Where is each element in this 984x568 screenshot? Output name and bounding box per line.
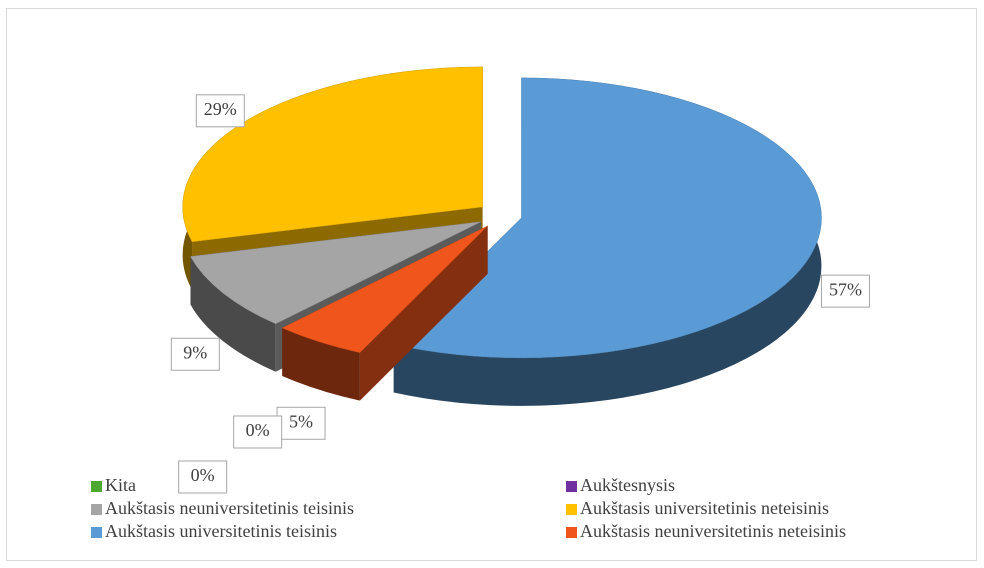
legend-label: Aukštesnysis — [580, 475, 675, 495]
legend-swatch — [91, 504, 102, 515]
legend-swatch — [91, 481, 102, 492]
slice-top — [182, 66, 483, 242]
legend-swatch — [566, 504, 577, 515]
data-label: 0% — [191, 465, 215, 485]
legend-label: Aukštasis neuniversitetinis teisinis — [105, 498, 354, 518]
pie-slice — [393, 77, 822, 406]
data-label: 5% — [289, 411, 313, 431]
slice-side — [393, 77, 822, 406]
data-label-box — [233, 415, 283, 449]
legend-label: Aukštasis universitetinis teisinis — [105, 521, 337, 541]
data-label: 0% — [246, 420, 270, 440]
data-label-box — [276, 406, 326, 440]
data-label-box — [170, 337, 220, 371]
data-label: 29% — [204, 99, 237, 119]
data-label-box — [195, 94, 245, 128]
data-label-box — [820, 274, 870, 308]
legend-swatch — [566, 527, 577, 538]
legend-swatch — [91, 527, 102, 538]
legend-label: Kita — [105, 475, 136, 495]
slice-top — [190, 221, 482, 325]
legend-label: Aukštasis neuniversitetinis neteisinis — [580, 521, 846, 541]
data-label: 57% — [829, 279, 862, 299]
slice-top — [281, 225, 488, 353]
legend-swatch — [566, 481, 577, 492]
slice-top — [393, 77, 822, 359]
slice-side — [190, 256, 276, 372]
slice-side — [282, 327, 360, 401]
legend-label: Aukštasis universitetinis neteisinis — [580, 498, 829, 518]
pie-slice — [281, 225, 488, 401]
data-label-box — [178, 460, 228, 494]
data-label: 9% — [183, 342, 207, 362]
